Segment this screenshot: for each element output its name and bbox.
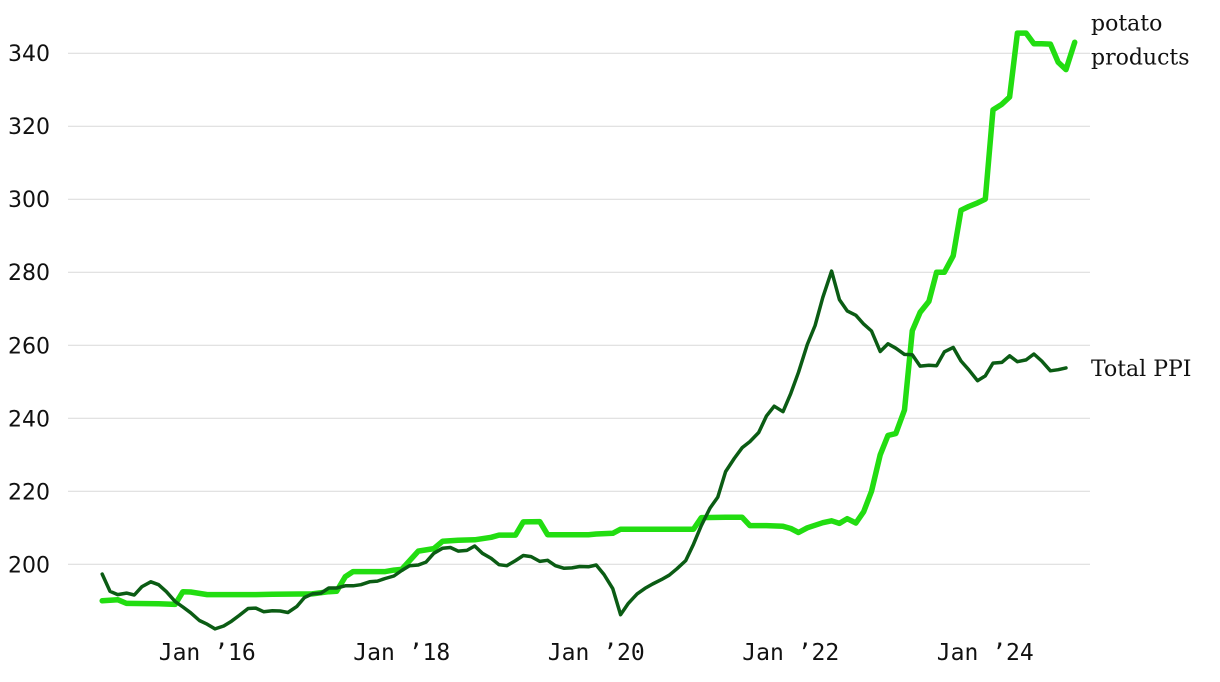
x-tick-label-1: Jan ’18 xyxy=(353,640,450,666)
y-tick-label-220: 220 xyxy=(8,480,50,505)
y-tick-label-260: 260 xyxy=(8,334,50,359)
series-lines xyxy=(99,30,1078,631)
series-label-line: Total PPI xyxy=(1091,357,1192,382)
series-label-1: Total PPI xyxy=(1091,357,1192,382)
series-end-labels: Frozen potato products Total PPI xyxy=(1091,0,1192,382)
x-tick-label-0: Jan ’16 xyxy=(159,640,256,666)
x-axis-tick-labels: Jan ’16 Jan ’18 Jan ’20 Jan ’22 Jan ’24 xyxy=(159,640,1034,666)
y-tick-label-340: 340 xyxy=(8,42,50,67)
series-label-line: Frozen xyxy=(1091,0,1169,2)
series-label-line: products xyxy=(1091,45,1190,70)
x-tick-label-2: Jan ’20 xyxy=(548,640,645,666)
y-tick-label-200: 200 xyxy=(8,553,50,578)
series-label-line: potato xyxy=(1091,11,1162,36)
series-label-0: Frozen potato products xyxy=(1091,0,1190,70)
y-tick-label-280: 280 xyxy=(8,261,50,286)
x-tick-label-3: Jan ’22 xyxy=(742,640,839,666)
series-line-1 xyxy=(100,269,1068,631)
x-tick-label-4: Jan ’24 xyxy=(937,640,1034,666)
y-tick-label-240: 240 xyxy=(8,407,50,432)
series-line-0 xyxy=(99,30,1078,608)
y-axis-tick-labels: 200 220 240 260 280 300 320 340 xyxy=(8,42,50,578)
gridlines xyxy=(68,52,1090,565)
y-tick-label-300: 300 xyxy=(8,188,50,213)
y-tick-label-320: 320 xyxy=(8,115,50,140)
